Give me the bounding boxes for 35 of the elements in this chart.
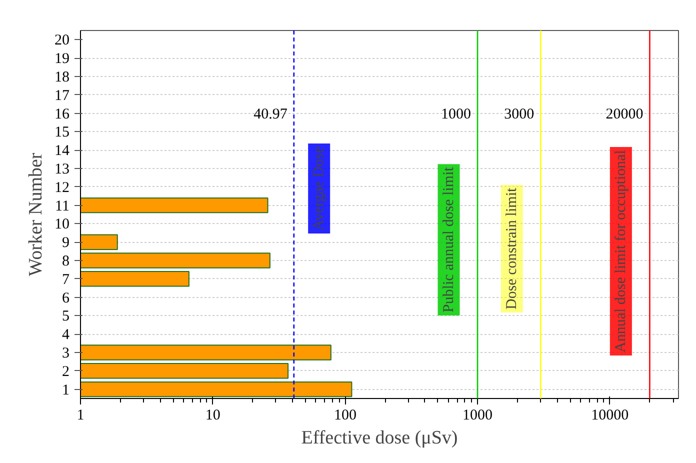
y-tick-label: 19 [54,51,70,68]
y-tick-label: 10 [54,216,70,233]
y-tick-label: 17 [54,88,70,104]
ref-line-label: Dose constrain limit [504,187,520,310]
y-tick-label: 2 [62,364,70,380]
x-tick-label: 1 [76,408,84,424]
y-axis-title: Worker Number [26,152,46,276]
y-tick-label: 9 [62,235,70,252]
annotation: 40.97 [254,106,288,122]
y-tick-label: 14 [54,143,70,160]
y-tick-label: 13 [54,162,70,178]
y-tick-label: 7 [62,272,70,288]
x-tick-label: 10 [205,408,220,424]
x-tick-label: 1000 [462,408,493,424]
y-tick-label: 3 [62,346,70,362]
y-tick-label: 20 [54,32,70,49]
x-tick-label: 100 [334,408,356,424]
x-axis-title: Effective dose (μSv) [301,428,458,448]
annotation: 3000 [504,106,534,122]
y-tick-label: 15 [54,124,70,141]
ref-line-label: Annual dose limit for occuptional [612,150,629,352]
y-tick-label: 8 [62,254,70,270]
y-tick-label: 12 [54,180,70,196]
annotation: 20000 [606,106,644,122]
ref-line-label: Avergae Dose [311,146,328,230]
y-tick-label: 4 [62,327,70,344]
ref-line-label: Public annual dose limit [440,166,457,312]
annotation: 1000 [441,106,472,122]
x-tick-label: 10000 [591,408,629,424]
y-tick-label: 18 [54,70,70,86]
y-tick-label: 6 [62,290,70,306]
y-tick-label: 11 [55,198,70,214]
y-tick-label: 16 [54,106,70,122]
y-tick-label: 5 [62,308,70,325]
y-tick-label: 1 [62,382,70,398]
